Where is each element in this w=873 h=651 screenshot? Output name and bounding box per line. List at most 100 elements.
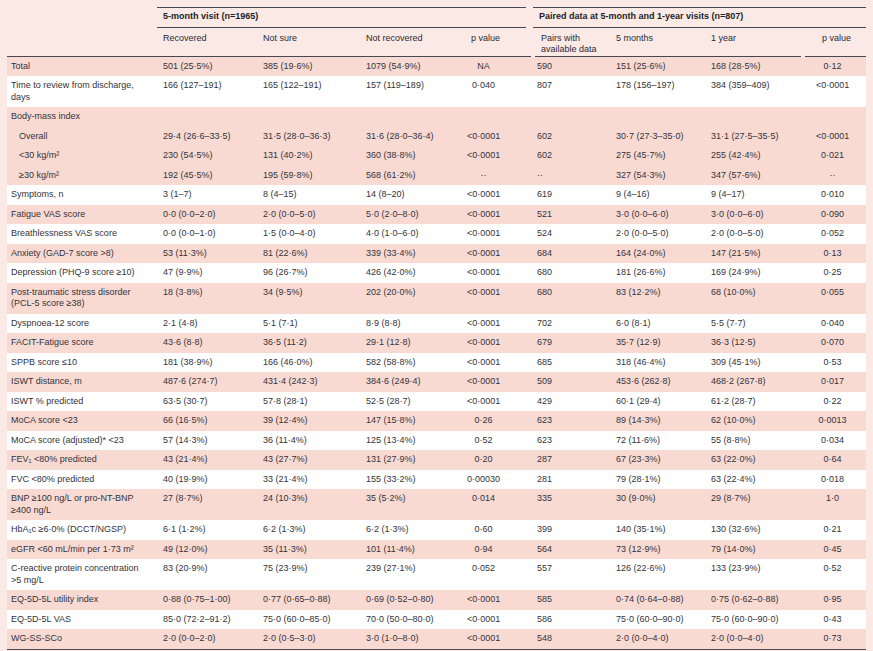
- cell: 33 (21·4%): [257, 470, 360, 490]
- cell: 0·040: [458, 76, 531, 107]
- col-pairs-available: Pairs with available data: [531, 28, 610, 57]
- cell: 524: [531, 224, 610, 244]
- cell: 582 (58·8%): [360, 353, 458, 373]
- cell: <0·0001: [458, 610, 531, 630]
- col-not-sure: Not sure: [257, 28, 360, 57]
- cell: 31·6 (28·0–36·4): [360, 127, 458, 147]
- cell: 623: [531, 411, 610, 431]
- cell: 9 (4–17): [705, 185, 801, 205]
- cell: 166 (127–191): [157, 76, 257, 107]
- cell: 83 (12·2%): [610, 283, 705, 314]
- cell: 399: [531, 520, 610, 540]
- cell: 73 (12·9%): [610, 540, 705, 560]
- cell: 0·052: [801, 224, 866, 244]
- cell: 0·25: [801, 263, 866, 283]
- cell: 157 (119–189): [360, 76, 458, 107]
- row-label: HbA₁c ≥6·0% (DCCT/NGSP): [7, 520, 157, 540]
- cell: 3·0 (0·0–6·0): [705, 205, 801, 225]
- cell: 72 (11·6%): [610, 431, 705, 451]
- cell: <0·0001: [458, 244, 531, 264]
- cell: 140 (35·1%): [610, 520, 705, 540]
- cell: 178 (156–197): [610, 76, 705, 107]
- cell: 0·94: [458, 540, 531, 560]
- cell: 147 (21·5%): [705, 244, 801, 264]
- cell: 0·95: [801, 590, 866, 610]
- table-row: FEV₁ <80% predicted43 (21·4%)43 (27·7%)1…: [7, 450, 866, 470]
- row-label: <30 kg/m²: [7, 146, 157, 166]
- cell: 63·5 (30·7): [157, 392, 257, 412]
- cell: 195 (59·8%): [257, 166, 360, 186]
- row-label: Dyspnoea-12 score: [7, 314, 157, 334]
- cell: 5·5 (7·7): [705, 314, 801, 334]
- cell: <0·0001: [458, 392, 531, 412]
- row-label: EQ-5D-5L VAS: [7, 610, 157, 630]
- cell: 36 (11·4%): [257, 431, 360, 451]
- cell: [801, 107, 866, 127]
- cell: 57 (14·3%): [157, 431, 257, 451]
- cell: 521: [531, 205, 610, 225]
- cell: 131 (40·2%): [257, 146, 360, 166]
- cell: 151 (25·6%): [610, 57, 705, 77]
- cell: 2·0 (0·0–2·0): [157, 629, 257, 649]
- table-body: Total501 (25·5%)385 (19·6%)1079 (54·9%)N…: [7, 57, 866, 650]
- table-row: ISWT % predicted63·5 (30·7)57·8 (28·1)52…: [7, 392, 866, 412]
- group-5-month-visit: 5-month visit (n=1965): [157, 7, 531, 28]
- cell: 61·2 (28·7): [705, 392, 801, 412]
- cell: 8·9 (8·8): [360, 314, 458, 334]
- cell: 0·00030: [458, 470, 531, 490]
- cell: 0·0 (0·0–2·0): [157, 205, 257, 225]
- cell: 6·0 (8·1): [610, 314, 705, 334]
- table-row: Time to review from discharge, days166 (…: [7, 76, 866, 107]
- cell: 2·0 (0·0–5·0): [257, 205, 360, 225]
- cell: 2·0 (0·0–5·0): [705, 224, 801, 244]
- cell: <0·0001: [458, 353, 531, 373]
- cell: 168 (28·5%): [705, 57, 801, 77]
- cell: [257, 107, 360, 127]
- cell: 0·12: [801, 57, 866, 77]
- cell: 1079 (54·9%): [360, 57, 458, 77]
- cell: 275 (45·7%): [610, 146, 705, 166]
- cell: 501 (25·5%): [157, 57, 257, 77]
- group-label-row: Body-mass index: [7, 107, 866, 127]
- cell: 685: [531, 353, 610, 373]
- table-row: Dyspnoea-12 score2·1 (4·8)5·1 (7·1)8·9 (…: [7, 314, 866, 334]
- cell: 426 (42·0%): [360, 263, 458, 283]
- cell: [157, 107, 257, 127]
- cell: <0·0001: [458, 372, 531, 392]
- cell: 29·1 (12·8): [360, 333, 458, 353]
- cell: 81 (22·6%): [257, 244, 360, 264]
- row-label: WG-SS-SCo: [7, 629, 157, 649]
- cell: 339 (33·4%): [360, 244, 458, 264]
- cell: <0·0001: [458, 283, 531, 314]
- table-row: FACIT-Fatigue score43·6 (8·8)36·5 (11·2)…: [7, 333, 866, 353]
- cell: NA: [458, 57, 531, 77]
- cell: 0·52: [801, 559, 866, 590]
- cell: 70·0 (50·0–80·0): [360, 610, 458, 630]
- cell: 67 (23·3%): [610, 450, 705, 470]
- column-header-row: Recovered Not sure Not recovered p value…: [7, 28, 866, 57]
- cell: 181 (26·6%): [610, 263, 705, 283]
- cell: <0·0001: [458, 314, 531, 334]
- row-label: BNP ≥100 ng/L or pro-NT-BNP ≥400 ng/L: [7, 489, 157, 520]
- cell: 255 (42·4%): [705, 146, 801, 166]
- row-label: C-reactive protein concentration >5 mg/L: [7, 559, 157, 590]
- cell: 4·0 (1·0–6·0): [360, 224, 458, 244]
- cell: 385 (19·6%): [257, 57, 360, 77]
- cell: <0·0001: [458, 185, 531, 205]
- cell: 34 (9·5%): [257, 283, 360, 314]
- cell: 0·75 (0·62–0·88): [705, 590, 801, 610]
- cell: 165 (122–191): [257, 76, 360, 107]
- cell: 130 (32·6%): [705, 520, 801, 540]
- cell: 96 (26·7%): [257, 263, 360, 283]
- cell: 623: [531, 431, 610, 451]
- table-row: SPPB score ≤10181 (38·9%)166 (46·0%)582 …: [7, 353, 866, 373]
- group-paired-data: Paired data at 5-month and 1-year visits…: [531, 7, 866, 28]
- cell: 335: [531, 489, 610, 520]
- cell: 0·040: [801, 314, 866, 334]
- cell: 0·034: [801, 431, 866, 451]
- cell: 360 (38·8%): [360, 146, 458, 166]
- cell: 166 (46·0%): [257, 353, 360, 373]
- cell: 0·070: [801, 333, 866, 353]
- cell: 101 (11·4%): [360, 540, 458, 560]
- cell: 590: [531, 57, 610, 77]
